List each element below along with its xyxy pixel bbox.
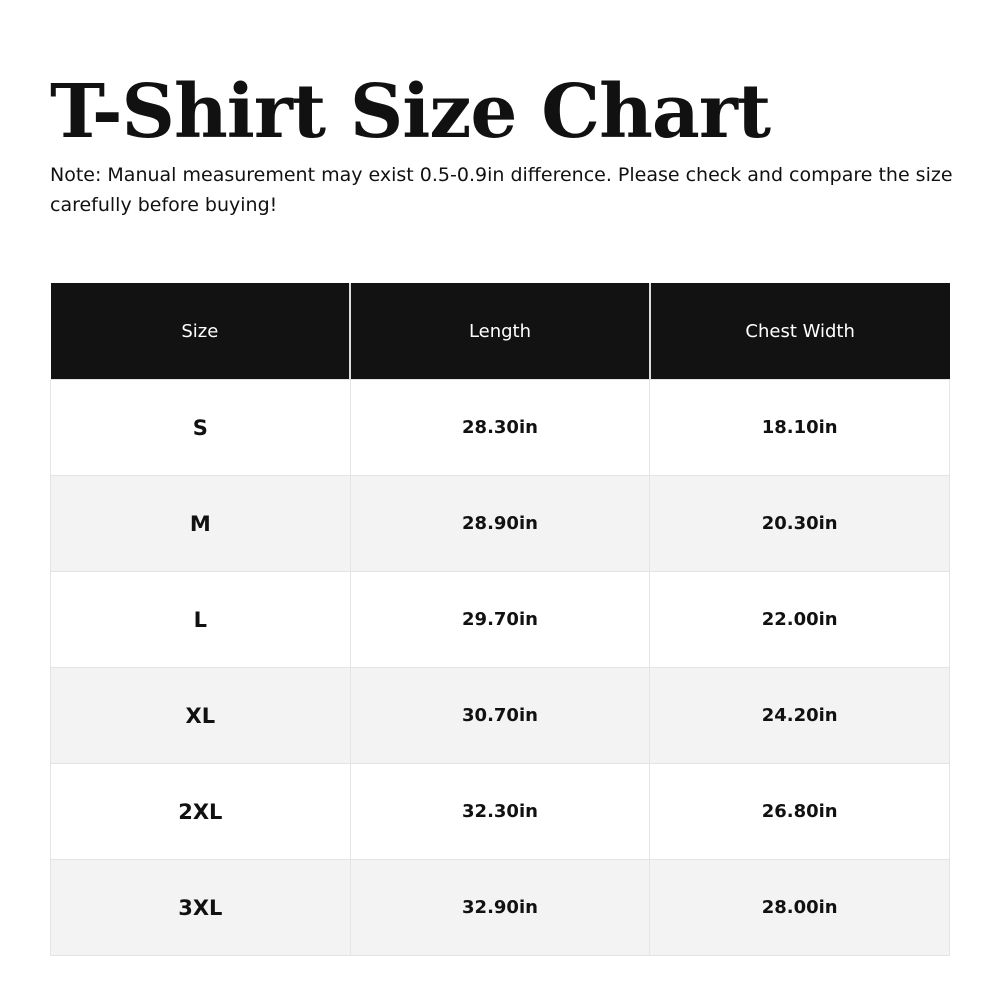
page-title: T-Shirt Size Chart: [50, 69, 771, 155]
length-cell: 28.30in: [349, 379, 651, 476]
length-cell: 30.70in: [349, 667, 651, 764]
length-cell: 29.70in: [349, 571, 651, 668]
size-cell: 3XL: [50, 859, 351, 956]
table-header-row: Size Length Chest Width: [50, 283, 950, 380]
header-length: Length: [350, 283, 651, 380]
length-cell: 28.90in: [349, 475, 651, 572]
size-cell: XL: [50, 667, 351, 764]
table-row: XL 30.70in 24.20in: [50, 667, 950, 764]
chest-width-cell: 26.80in: [649, 763, 950, 860]
chest-width-cell: 18.10in: [649, 379, 950, 476]
measurement-note: Note: Manual measurement may exist 0.5-0…: [50, 164, 953, 216]
size-table: Size Length Chest Width S 28.30in 18.10in M…: [50, 283, 950, 956]
table-row: 3XL 32.90in 28.00in: [50, 859, 950, 956]
size-cell: S: [50, 379, 351, 476]
table-row: L 29.70in 22.00in: [50, 571, 950, 668]
length-cell: 32.30in: [349, 763, 651, 860]
header-chest-width: Chest Width: [649, 283, 950, 380]
chest-width-cell: 28.00in: [649, 859, 950, 956]
header-size: Size: [50, 283, 352, 380]
length-cell: 32.90in: [349, 859, 651, 956]
chest-width-cell: 20.30in: [649, 475, 950, 572]
size-cell: M: [50, 475, 351, 572]
chest-width-cell: 22.00in: [649, 571, 950, 668]
table-row: 2XL 32.30in 26.80in: [50, 763, 950, 860]
size-cell: 2XL: [50, 763, 351, 860]
chest-width-cell: 24.20in: [649, 667, 950, 764]
table-row: M 28.90in 20.30in: [50, 475, 950, 572]
size-cell: L: [50, 571, 351, 668]
table-row: S 28.30in 18.10in: [50, 379, 950, 476]
